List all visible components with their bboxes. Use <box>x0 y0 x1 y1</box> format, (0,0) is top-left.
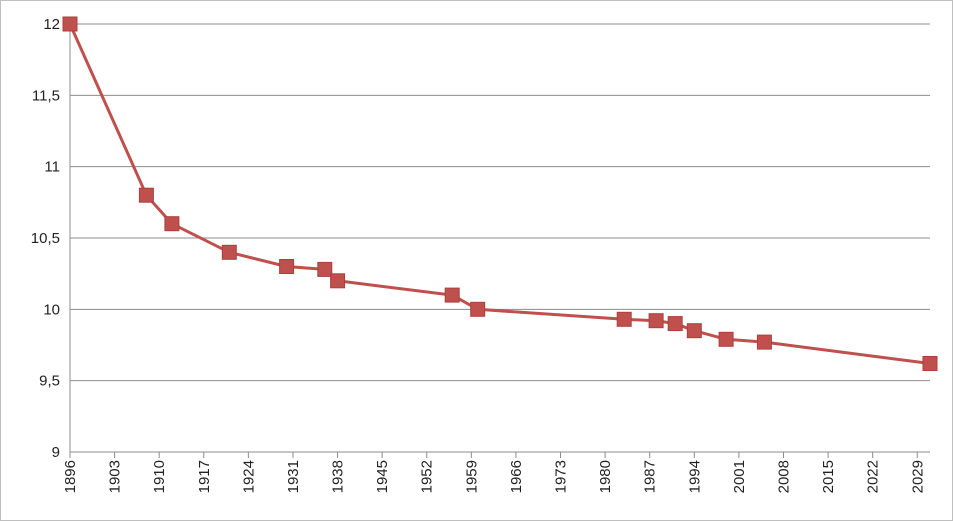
x-tick-label: 1938 <box>330 460 347 493</box>
x-tick-label: 1959 <box>463 460 480 493</box>
x-tick-label: 1910 <box>151 460 168 493</box>
data-point-marker <box>62 16 78 32</box>
x-tick-label: 1945 <box>374 460 391 493</box>
y-tick-label: 10,5 <box>31 230 60 247</box>
data-series <box>62 16 938 371</box>
x-tick-label: 2008 <box>775 460 792 493</box>
x-axis-tick-labels: 1896 1903 1910 1917 1924 1931 1938 1945 1952 1959… <box>62 460 926 493</box>
y-tick-label: 11 <box>44 159 60 176</box>
y-tick-label: 9 <box>52 444 60 461</box>
x-tick-label: 1980 <box>597 460 614 493</box>
data-point-marker <box>922 356 938 371</box>
data-point-marker <box>616 311 632 327</box>
data-point-marker <box>138 187 154 203</box>
data-point-marker <box>756 334 772 350</box>
x-tick-label: 1987 <box>642 460 659 493</box>
x-tick-label: 2001 <box>731 460 748 493</box>
gridlines <box>70 23 930 382</box>
x-tick-label: 2022 <box>865 460 882 493</box>
data-point-marker <box>686 323 702 339</box>
y-tick-label: 10 <box>43 301 60 318</box>
data-point-marker <box>164 216 180 232</box>
data-point-marker <box>667 316 683 332</box>
data-point-marker <box>470 301 486 317</box>
axes <box>69 24 930 458</box>
x-tick-label: 1973 <box>553 460 570 493</box>
y-tick-label: 12 <box>43 16 60 33</box>
x-tick-label: 1966 <box>508 460 525 493</box>
x-tick-label: 1931 <box>285 460 302 493</box>
data-point-marker <box>718 331 734 347</box>
data-point-marker <box>330 273 346 289</box>
x-tick-label: 1896 <box>62 460 79 493</box>
series-line <box>68 23 931 365</box>
x-tick-label: 1952 <box>419 460 436 493</box>
x-tick-label: 1924 <box>240 460 257 493</box>
x-tick-label: 1994 <box>686 460 703 493</box>
y-tick-label: 9,5 <box>39 373 60 390</box>
data-point-marker <box>221 244 237 260</box>
x-tick-label: 2029 <box>909 460 926 493</box>
y-axis-tick-labels: 9 9,5 10 10,5 11 11,5 12 <box>31 16 60 461</box>
data-point-marker <box>444 287 460 303</box>
x-tick-label: 1903 <box>107 460 124 493</box>
x-tick-label: 2015 <box>820 460 837 493</box>
data-point-marker <box>317 261 333 277</box>
data-point-marker <box>648 313 664 329</box>
data-point-marker <box>279 259 295 274</box>
y-tick-label: 11,5 <box>32 87 60 104</box>
x-tick-label: 1917 <box>196 460 213 493</box>
